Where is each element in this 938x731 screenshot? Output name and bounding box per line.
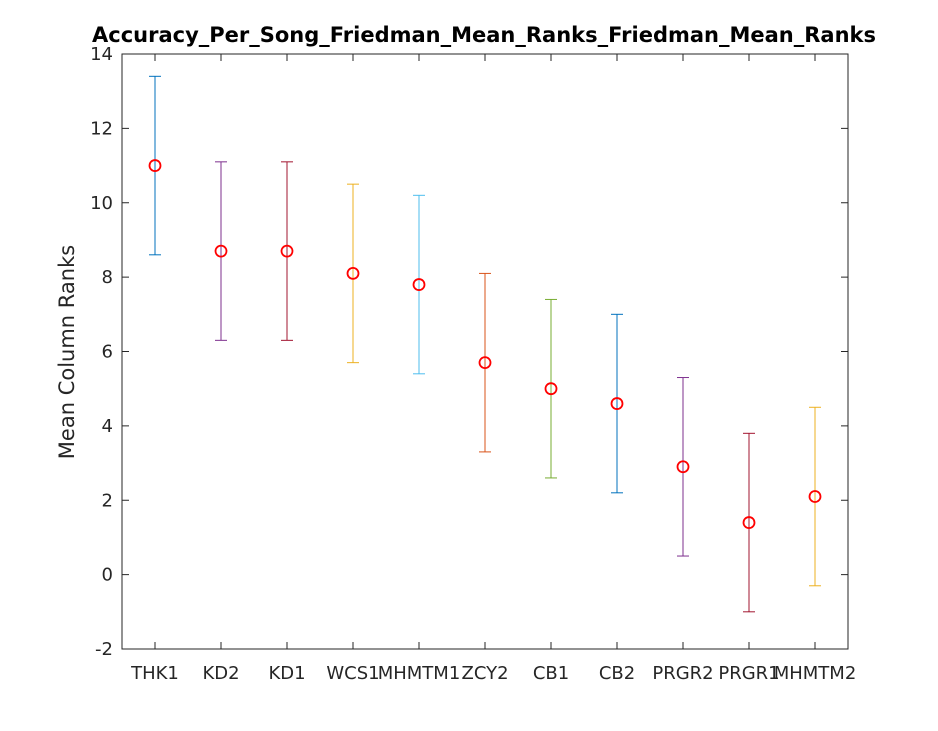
y-tick-label: 6 [102,342,113,363]
y-tick-label: 4 [102,416,113,437]
y-tick-label: -2 [95,639,113,660]
y-tick-label: 8 [102,267,113,288]
mean-marker [676,460,690,474]
x-tick-label: KD1 [268,663,305,684]
mean-marker [412,278,426,291]
x-tick-label: MHMTM1 [378,663,461,684]
x-tick-label: CB2 [599,663,635,684]
x-tick-label: CB1 [533,663,569,684]
y-tick-label: 14 [90,44,113,65]
mean-marker [742,516,756,529]
x-tick-label: THK1 [130,663,179,684]
mean-marker [544,382,558,396]
y-axis-title: Mean Column Ranks [55,245,79,459]
y-tick-label: 12 [90,118,113,139]
x-tick-label: ZCY2 [461,663,508,684]
mean-marker [808,490,822,503]
mean-marker [280,244,294,258]
x-tick-label: PRGR1 [718,663,779,684]
mean-marker [478,356,492,370]
y-tick-label: 10 [90,193,113,214]
mean-marker [610,397,624,410]
x-tick-label: PRGR2 [652,663,713,684]
mean-marker [148,159,162,172]
x-tick-label: WCS1 [326,663,379,684]
x-tick-label: MHMTM2 [774,663,857,684]
mean-marker [346,267,360,280]
y-tick-label: 0 [102,565,113,586]
y-tick-label: 2 [102,490,113,511]
x-tick-label: KD2 [202,663,239,684]
chart-title: Accuracy_Per_Song_Friedman_Mean_Ranks_Fr… [92,23,876,47]
mean-marker [214,244,228,258]
